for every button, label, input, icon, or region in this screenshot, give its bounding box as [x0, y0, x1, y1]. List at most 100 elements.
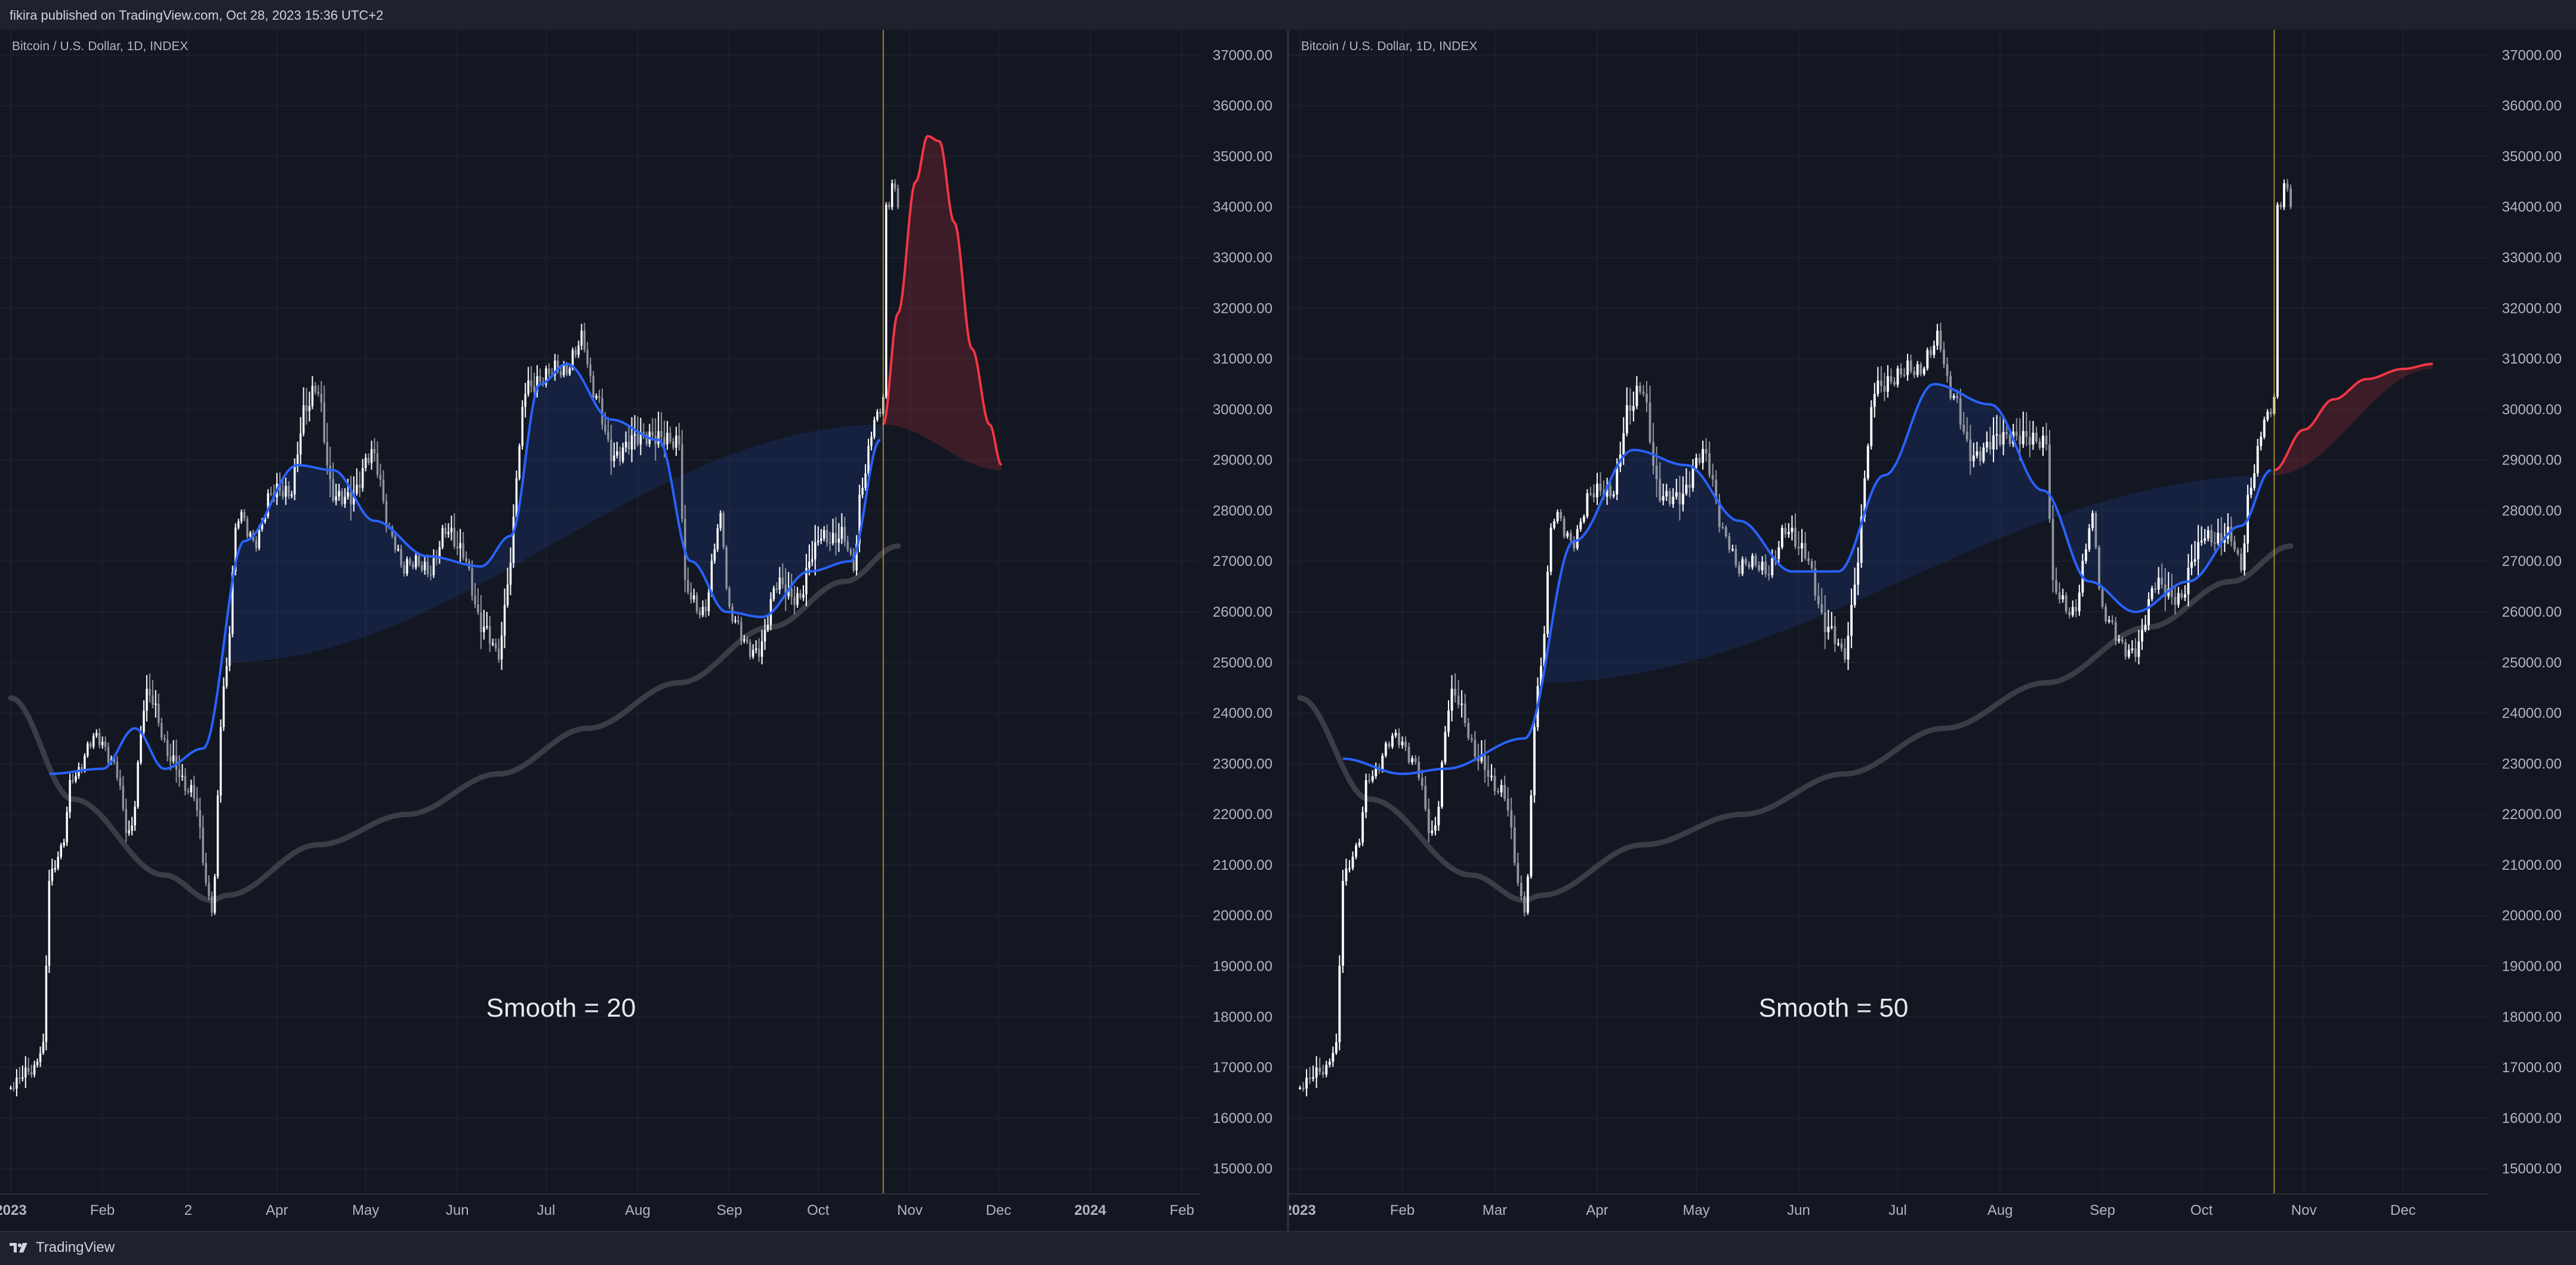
candle — [1401, 736, 1404, 749]
candle-body — [763, 630, 766, 642]
candle — [1737, 561, 1740, 577]
candle — [1411, 755, 1414, 765]
candle-body — [601, 398, 603, 425]
candle — [1421, 770, 1423, 790]
candle — [1999, 416, 2002, 447]
price-tick-label: 37000.00 — [1213, 47, 1272, 63]
candle — [101, 736, 104, 749]
candle-body — [2253, 473, 2256, 488]
candle — [876, 409, 879, 422]
candle — [2071, 600, 2074, 617]
candle — [1318, 1057, 1321, 1076]
candle-body — [2164, 584, 2167, 596]
candle-body — [450, 528, 453, 533]
candle-body — [311, 386, 314, 407]
candle-body — [1834, 626, 1837, 644]
candle-body — [2075, 607, 2078, 611]
candle-body — [2025, 431, 2028, 438]
candle — [1463, 694, 1466, 727]
candle-body — [536, 376, 538, 392]
candle — [155, 690, 157, 718]
candle — [840, 513, 843, 544]
candle-body — [876, 411, 879, 420]
chart-pane-left[interactable]: 37000.00 36000.00 35000.00 34000.00 33000.00… — [0, 30, 1289, 1231]
candle — [2197, 525, 2200, 575]
candle-body — [1751, 555, 1754, 568]
candle — [716, 524, 719, 552]
candle-body — [2256, 446, 2259, 473]
candle — [93, 732, 95, 749]
candle — [2157, 567, 2160, 595]
candle — [1606, 478, 1609, 505]
candle — [775, 582, 778, 593]
price-tick-label: 20000.00 — [1213, 908, 1272, 924]
candle — [2177, 587, 2180, 608]
candle-body — [604, 424, 606, 432]
candle — [2154, 582, 2157, 593]
candle-body — [1794, 528, 1797, 547]
candle — [698, 607, 701, 619]
candle-body — [1721, 527, 1724, 528]
candle — [1599, 472, 1602, 496]
candle-body — [890, 183, 893, 208]
candle-body — [403, 565, 405, 574]
candle-body — [16, 1078, 18, 1089]
candle-body — [657, 431, 660, 445]
candle — [397, 544, 399, 552]
candle-body — [1916, 364, 1919, 376]
candle — [2088, 524, 2091, 552]
candle-body — [1896, 368, 1899, 385]
candle — [1857, 547, 1860, 595]
candle — [444, 523, 447, 538]
candle-body — [267, 493, 269, 517]
candle-body — [2279, 204, 2282, 208]
candle-body — [231, 571, 234, 634]
candle — [16, 1069, 18, 1097]
candle-body — [1560, 512, 1563, 519]
candle — [879, 408, 882, 417]
candle — [1642, 384, 1645, 397]
candle — [311, 376, 314, 410]
candle — [1936, 324, 1939, 350]
candle-body — [1946, 364, 1949, 376]
candle-body — [2022, 431, 2025, 445]
candle-body — [1685, 484, 1688, 494]
price-tick-label: 17000.00 — [1213, 1060, 1272, 1076]
chart-canvas-right[interactable]: 37000.00 36000.00 35000.00 34000.00 33000.00… — [1289, 30, 2576, 1231]
candle-body — [1929, 350, 1932, 355]
candle — [1424, 775, 1427, 812]
candle — [358, 471, 361, 497]
candle-body — [1787, 532, 1790, 534]
candle-body — [1437, 807, 1440, 826]
candle — [2094, 511, 2097, 550]
candle — [763, 618, 766, 650]
candle-body — [1741, 559, 1744, 574]
candle-body — [494, 643, 497, 649]
candle-body — [870, 436, 873, 447]
candle — [450, 515, 453, 541]
candle — [1728, 533, 1731, 553]
candle-body — [184, 775, 187, 792]
candles — [1299, 178, 2292, 1097]
candle-body — [1404, 741, 1407, 747]
candle-body — [819, 538, 822, 541]
candle — [1979, 447, 1982, 466]
candle — [1879, 366, 1882, 393]
candle — [335, 484, 337, 506]
candle — [1414, 755, 1417, 765]
candle-body — [825, 530, 828, 543]
candle-body — [2157, 577, 2160, 590]
tradingview-logo[interactable]: TradingView — [10, 1239, 115, 1256]
candle-body — [559, 371, 562, 376]
chart-canvas-left[interactable]: 37000.00 36000.00 35000.00 34000.00 33000.00… — [0, 30, 1287, 1231]
candle-body — [2062, 595, 2065, 599]
candle — [648, 423, 651, 447]
candle — [2035, 426, 2038, 444]
candle-body — [1315, 1067, 1318, 1078]
price-tick-label: 27000.00 — [1213, 553, 1272, 570]
price-tick-label: 35000.00 — [2502, 149, 2562, 165]
candle — [400, 544, 402, 568]
candle — [2015, 418, 2018, 441]
candle-body — [577, 345, 580, 355]
chart-pane-right[interactable]: 37000.00 36000.00 35000.00 34000.00 33000.00… — [1289, 30, 2576, 1231]
